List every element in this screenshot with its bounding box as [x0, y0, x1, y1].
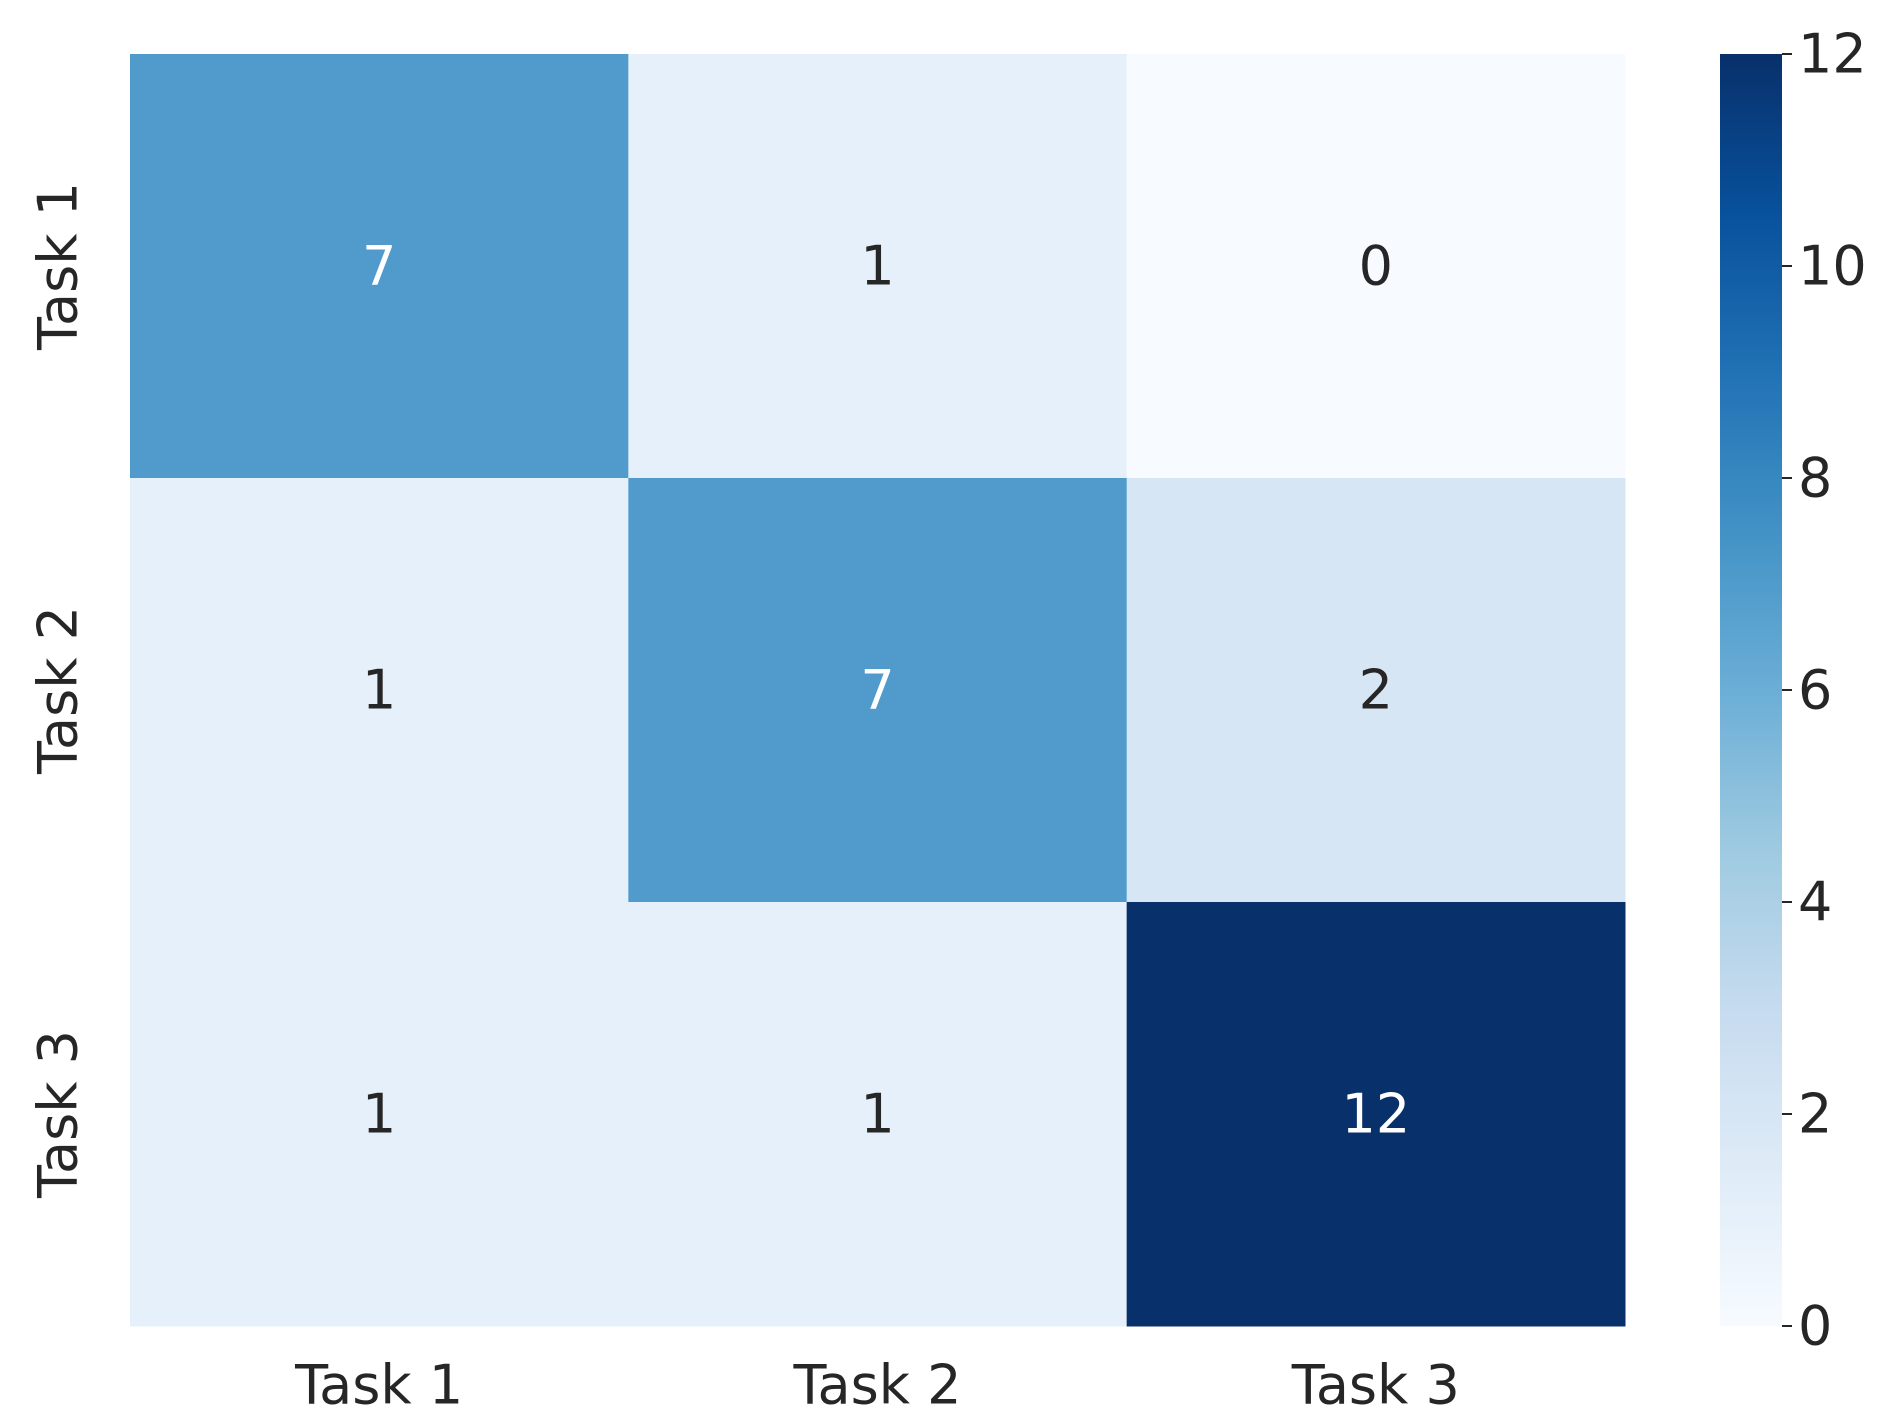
colorbar-tick-label: 0 [1798, 1295, 1832, 1358]
cell-value-label: 1 [362, 1083, 396, 1146]
colorbar-tick-label: 12 [1798, 23, 1867, 86]
heatmap-cell-r1-c2 [628, 54, 1128, 479]
cell-value-label: 1 [860, 235, 894, 298]
colorbar [1720, 54, 1782, 1326]
x-tick-label: Task 1 [294, 1354, 463, 1417]
heatmap-cell-r3-c3 [1126, 902, 1626, 1327]
colorbar-tick-label: 8 [1798, 447, 1832, 510]
y-axis: Task 1 Task 2 Task 3 [27, 182, 90, 1199]
heatmap-cell-r2-c1 [130, 478, 629, 903]
colorbar-tick-label: 4 [1798, 871, 1832, 934]
colorbar-ticks: 0 2 4 6 8 10 12 [1782, 23, 1867, 1358]
heatmap-cell-r3-c1 [130, 902, 629, 1327]
colorbar-tick-label: 2 [1798, 1083, 1832, 1146]
colorbar-tick-label: 10 [1798, 235, 1867, 298]
cell-value-label: 0 [1359, 235, 1393, 298]
heatmap-cell-r2-c3 [1126, 478, 1626, 903]
y-tick-label: Task 2 [27, 606, 90, 775]
heatmap-cell-r1-c1 [130, 54, 629, 479]
y-tick-label: Task 1 [27, 182, 90, 351]
heatmap-cell-r1-c3 [1126, 54, 1626, 479]
x-tick-label: Task 3 [1291, 1354, 1460, 1417]
x-axis: Task 1 Task 2 Task 3 [294, 1354, 1460, 1417]
colorbar-tick-label: 6 [1798, 659, 1832, 722]
heatmap-cells: 7 1 0 1 7 2 1 1 12 [130, 54, 1626, 1327]
x-tick-label: Task 2 [792, 1354, 961, 1417]
cell-value-label: 12 [1341, 1083, 1410, 1146]
cell-value-label: 7 [362, 235, 396, 298]
cell-value-label: 1 [860, 1083, 894, 1146]
cell-value-label: 7 [860, 659, 894, 722]
heatmap-cell-r3-c2 [628, 902, 1128, 1327]
cell-value-label: 1 [362, 659, 396, 722]
y-tick-label: Task 3 [27, 1030, 90, 1199]
heatmap-cell-r2-c2 [628, 478, 1128, 903]
cell-value-label: 2 [1359, 659, 1393, 722]
